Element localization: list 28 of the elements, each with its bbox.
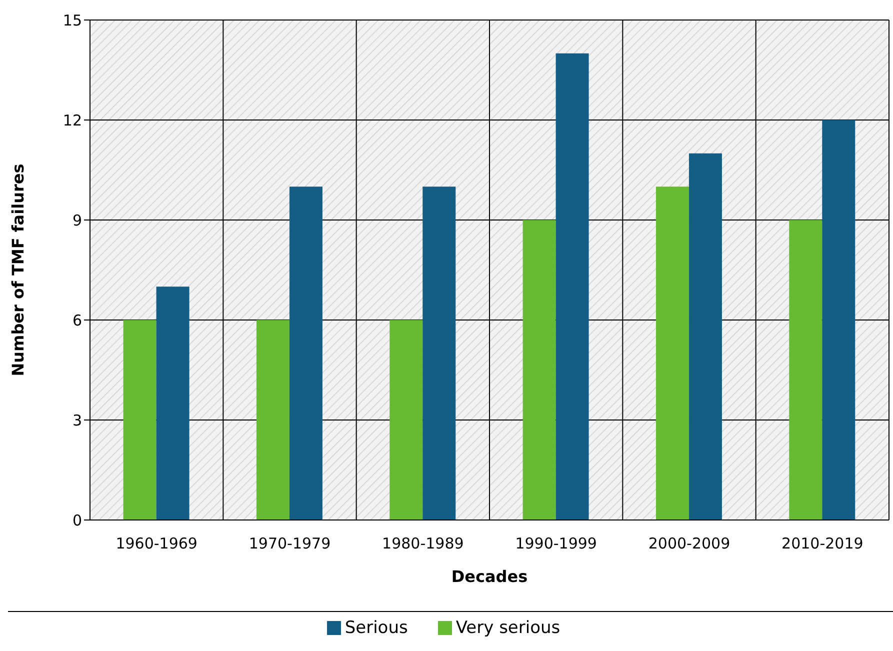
bar xyxy=(123,320,156,520)
bar xyxy=(390,320,423,520)
y-tick-label: 12 xyxy=(62,111,82,130)
bar xyxy=(822,120,856,520)
y-axis-title: Number of TMF failures xyxy=(8,164,28,376)
y-tick-label: 15 xyxy=(62,11,82,30)
y-tick-label: 6 xyxy=(72,311,82,330)
x-tick-label: 1960-1969 xyxy=(116,534,198,553)
x-tick-label: 1980-1989 xyxy=(382,534,464,553)
bar xyxy=(522,220,556,520)
bar xyxy=(156,286,190,520)
legend-label: Serious xyxy=(344,618,408,638)
x-axis-title: Decades xyxy=(451,567,528,586)
bar xyxy=(289,186,322,520)
bar xyxy=(688,153,722,520)
x-tick-label: 2010-2019 xyxy=(782,534,864,553)
bar xyxy=(256,320,290,520)
y-tick-label: 9 xyxy=(72,211,82,230)
legend-label: Very serious xyxy=(456,618,560,638)
bar xyxy=(422,186,456,520)
x-tick-label: 1990-1999 xyxy=(515,534,597,553)
bar xyxy=(656,186,689,520)
y-tick-label: 3 xyxy=(72,411,82,430)
bar xyxy=(556,53,589,520)
x-tick-label: 2000-2009 xyxy=(648,534,730,553)
x-tick-label: 1970-1979 xyxy=(248,534,331,553)
y-tick-label: 0 xyxy=(72,511,82,530)
bar xyxy=(789,220,822,520)
